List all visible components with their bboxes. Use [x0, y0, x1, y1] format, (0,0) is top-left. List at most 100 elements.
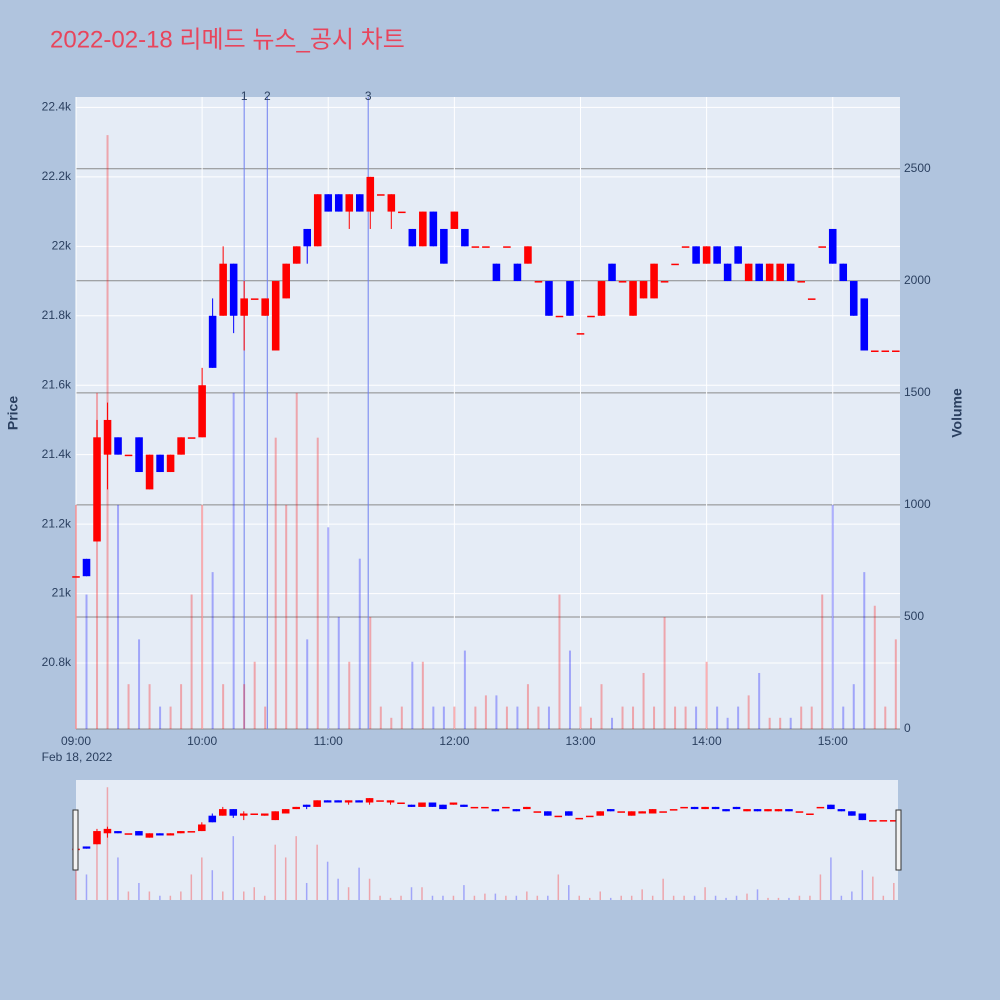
mini-candle-body [669, 809, 678, 811]
mini-candle-body [281, 809, 290, 814]
volume-bar [127, 684, 130, 729]
volume-bar [327, 527, 330, 729]
volume-bar [358, 558, 361, 729]
range-handle-right[interactable] [895, 809, 902, 871]
x-tick-label: 09:00 [61, 734, 91, 748]
volume-bar [810, 706, 813, 729]
volume-bar [842, 706, 845, 729]
x-tick-label: 13:00 [565, 734, 595, 748]
mini-candle-body [365, 798, 374, 803]
candle-body [828, 228, 837, 264]
mini-candle-body [239, 813, 248, 816]
volume-bar [568, 650, 571, 729]
range-slider[interactable] [76, 780, 898, 900]
mini-volume-bar [882, 895, 885, 900]
mini-volume-bar [683, 895, 685, 900]
mini-volume-bar [85, 874, 88, 900]
volume-bar [463, 650, 466, 729]
mini-volume-bar [505, 895, 507, 900]
mini-volume-bar [148, 891, 151, 900]
mini-volume-bar [536, 895, 539, 900]
x-tick-label: 12:00 [439, 734, 469, 748]
mini-volume-bar [714, 895, 717, 900]
candle-body [692, 246, 700, 264]
candle-body [881, 350, 890, 352]
mini-volume-bar [526, 891, 528, 900]
mini-candle-body [544, 811, 552, 816]
candle-body [744, 263, 753, 282]
mini-candle-body [439, 804, 447, 810]
mini-volume-bar [159, 895, 161, 900]
mini-candle-body [292, 806, 300, 810]
mini-candle-body [659, 811, 667, 813]
volume-bar [390, 717, 393, 729]
candle-body [334, 194, 343, 212]
mini-volume-bar [180, 891, 182, 900]
x-tick-label: 10:00 [187, 734, 217, 748]
volume-bar [348, 661, 351, 729]
mini-candle-body [428, 802, 437, 807]
mini-candle-body [680, 806, 688, 809]
range-handle-left[interactable] [72, 809, 79, 871]
mini-volume-bar [127, 891, 130, 900]
mini-candle-body [135, 831, 143, 836]
mini-volume-bar [463, 885, 465, 900]
mini-candle-body [156, 833, 164, 836]
grid-layer: 20.8k 21k 21.2k 21.4k 21.6k 21.8k 22k 22.2k 22.4… [42, 89, 931, 748]
x-tick-label: 15:00 [818, 734, 848, 748]
mini-volume-bar [169, 895, 172, 900]
mini-volume-bar [222, 891, 224, 900]
y-tick-label: 22.2k [42, 169, 72, 183]
mini-volume-bar [274, 844, 276, 900]
candle-body [229, 263, 238, 316]
y-tick-label: 22k [52, 238, 72, 252]
volume-bar [274, 437, 277, 729]
candle-body [450, 211, 459, 229]
candle-body [292, 246, 301, 264]
mini-volume-bar [368, 878, 371, 900]
volume-bar [863, 572, 866, 729]
mini-volume-bar [284, 857, 287, 900]
mini-volume-bar [609, 897, 612, 900]
volume-bar [716, 706, 719, 729]
candle-body [681, 246, 690, 248]
candle-body [398, 211, 406, 214]
y2-tick-label: 0 [904, 721, 911, 735]
candle-body [471, 246, 480, 248]
candle-body [408, 228, 417, 247]
candle-body [482, 246, 490, 248]
volume-bar [442, 706, 445, 729]
mini-volume-bar [851, 891, 853, 900]
volume-bar [831, 504, 834, 729]
y-tick-label: 21k [52, 586, 72, 600]
mini-candle-body [638, 811, 646, 814]
mini-candle-body [564, 811, 573, 816]
candle-body [271, 281, 280, 351]
mini-candle-body [732, 806, 741, 810]
volume-bar [432, 706, 435, 729]
candle-body [366, 176, 375, 212]
volume-bar [201, 504, 204, 729]
mini-candle-body [858, 813, 867, 821]
candle-body [250, 298, 259, 300]
mini-candle-body [596, 811, 605, 816]
volume-bar [547, 706, 550, 729]
mini-candle-body [502, 806, 510, 809]
mini-volume-bar [641, 889, 643, 900]
volume-bar [505, 706, 508, 729]
volume-bar [590, 717, 592, 729]
mini-volume-bar [893, 882, 895, 900]
mini-volume-bar [243, 891, 245, 900]
mini-volume-bar [725, 897, 727, 900]
mini-volume-bar [253, 887, 255, 900]
volume-bar [758, 672, 761, 729]
mini-volume-bar [798, 895, 801, 900]
volume-bar [526, 684, 529, 729]
mini-volume-bar [96, 836, 98, 900]
mini-candle-body [470, 806, 479, 809]
volume-bar [705, 661, 708, 729]
y2-tick-label: 1000 [904, 497, 931, 511]
volume-bar [211, 572, 214, 729]
mini-volume-bar [767, 897, 769, 900]
